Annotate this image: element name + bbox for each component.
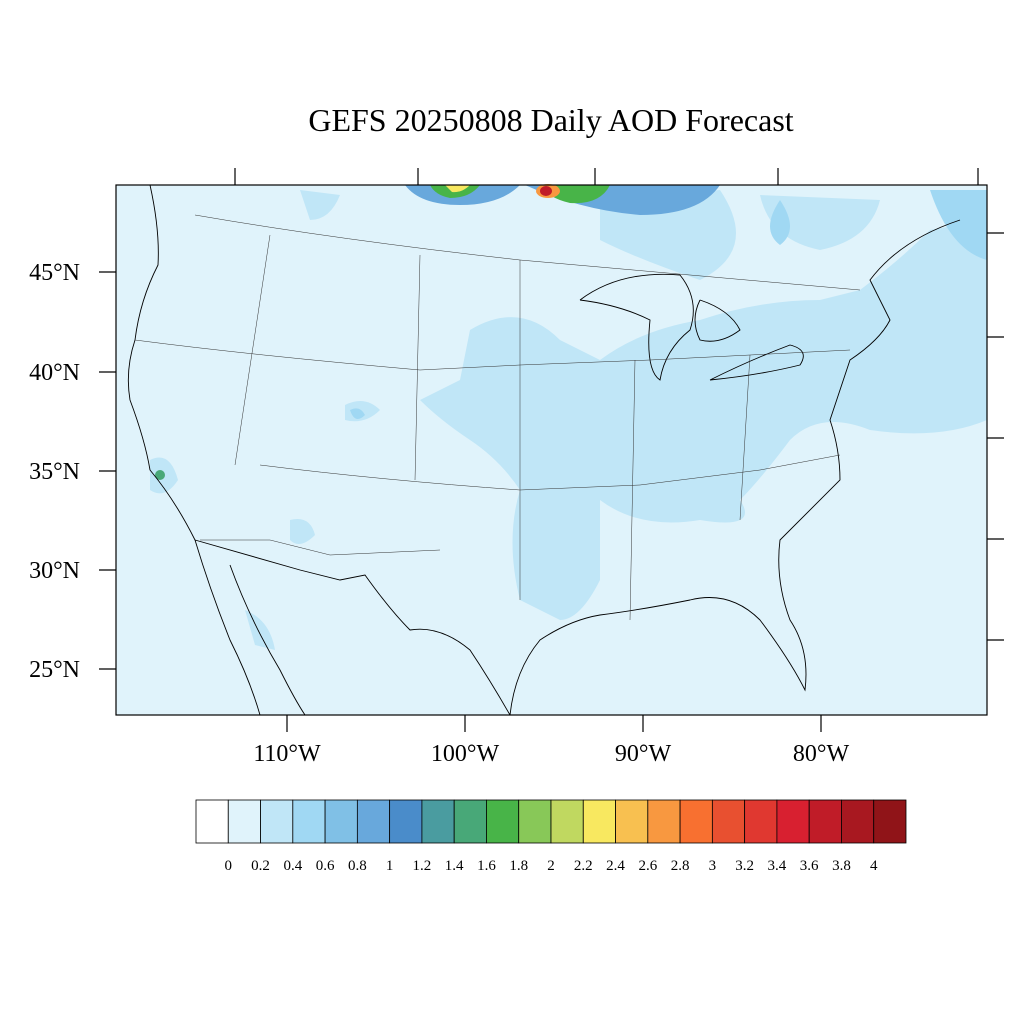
colorbar-label: 2.6 <box>638 858 657 874</box>
colorbar-label: 4 <box>870 858 878 874</box>
lon-label: 110°W <box>253 741 321 767</box>
colorbar-label: 0.6 <box>316 858 335 874</box>
colorbar-label: 2.2 <box>574 858 593 874</box>
lat-label: 35°N <box>29 459 80 485</box>
coastline <box>127 184 961 716</box>
lat-label: 30°N <box>29 558 80 584</box>
colorbar-label: 2.4 <box>606 858 625 874</box>
colorbar-label: 2.8 <box>671 858 690 874</box>
colorbar-swatch <box>421 799 455 844</box>
colorbar-label: 0 <box>225 858 233 874</box>
colorbar-label: 1 <box>386 858 394 874</box>
colorbar-swatch <box>582 799 616 844</box>
colorbar-swatch <box>356 799 391 844</box>
colorbar-label: 0.8 <box>348 858 367 874</box>
colorbar-label: 2 <box>547 858 555 874</box>
colorbar-swatch <box>518 799 552 844</box>
lat-label: 45°N <box>29 260 80 286</box>
lat-label: 25°N <box>29 657 80 683</box>
state-borders <box>134 214 861 621</box>
smoke-plume <box>155 184 720 480</box>
colorbar-swatch <box>711 799 746 844</box>
colorbar-swatch <box>679 799 713 844</box>
colorbar-swatch <box>389 799 423 844</box>
colorbar-swatch <box>776 799 810 844</box>
colorbar-swatch <box>260 799 294 844</box>
frame-ticks <box>99 168 1004 732</box>
aod-field <box>350 190 987 419</box>
colorbar-label: 1.4 <box>445 858 464 874</box>
colorbar-swatch <box>873 799 907 844</box>
map-frame <box>115 184 988 716</box>
colorbar-label: 3.2 <box>735 858 754 874</box>
colorbar-label: 0.4 <box>283 858 302 874</box>
colorbar-label: 3.6 <box>800 858 819 874</box>
colorbar-swatch <box>292 799 326 844</box>
lon-label: 80°W <box>793 741 850 767</box>
colorbar-label: 1.6 <box>477 858 496 874</box>
colorbar-swatch <box>615 799 649 844</box>
colorbar-label: 1.8 <box>509 858 528 874</box>
colorbar-label: 3.8 <box>832 858 851 874</box>
colorbar-swatch <box>808 799 842 844</box>
axis-labels: 45°N 40°N 35°N 30°N 25°N 110°W 100°W 90°W 80°W <box>29 260 849 767</box>
colorbar-swatch <box>195 799 229 844</box>
colorbar-label: 1.2 <box>413 858 432 874</box>
lat-label: 40°N <box>29 360 80 386</box>
colorbar-swatch <box>324 799 358 844</box>
lon-label: 100°W <box>431 741 500 767</box>
lon-label: 90°W <box>615 741 672 767</box>
colorbar-swatch <box>550 799 584 844</box>
colorbar-swatch <box>744 799 778 844</box>
map-title: GEFS 20250808 Daily AOD Forecast <box>308 102 793 138</box>
colorbar-label: 3.4 <box>768 858 787 874</box>
colorbar-swatch <box>841 799 875 844</box>
colorbar-label: 3 <box>709 858 717 874</box>
colorbar-swatch <box>647 799 681 844</box>
colorbar-swatch <box>453 799 487 844</box>
colorbar-swatch <box>486 799 520 844</box>
map-panel <box>99 168 1004 732</box>
colorbar-label: 0.2 <box>251 858 270 874</box>
colorbar: 0 0.2 0.4 0.6 0.8 1 1.2 1.4 1.6 1.8 2 2.2 2.4 2.6 2.8 3… <box>195 799 907 874</box>
colorbar-swatch <box>227 799 261 844</box>
